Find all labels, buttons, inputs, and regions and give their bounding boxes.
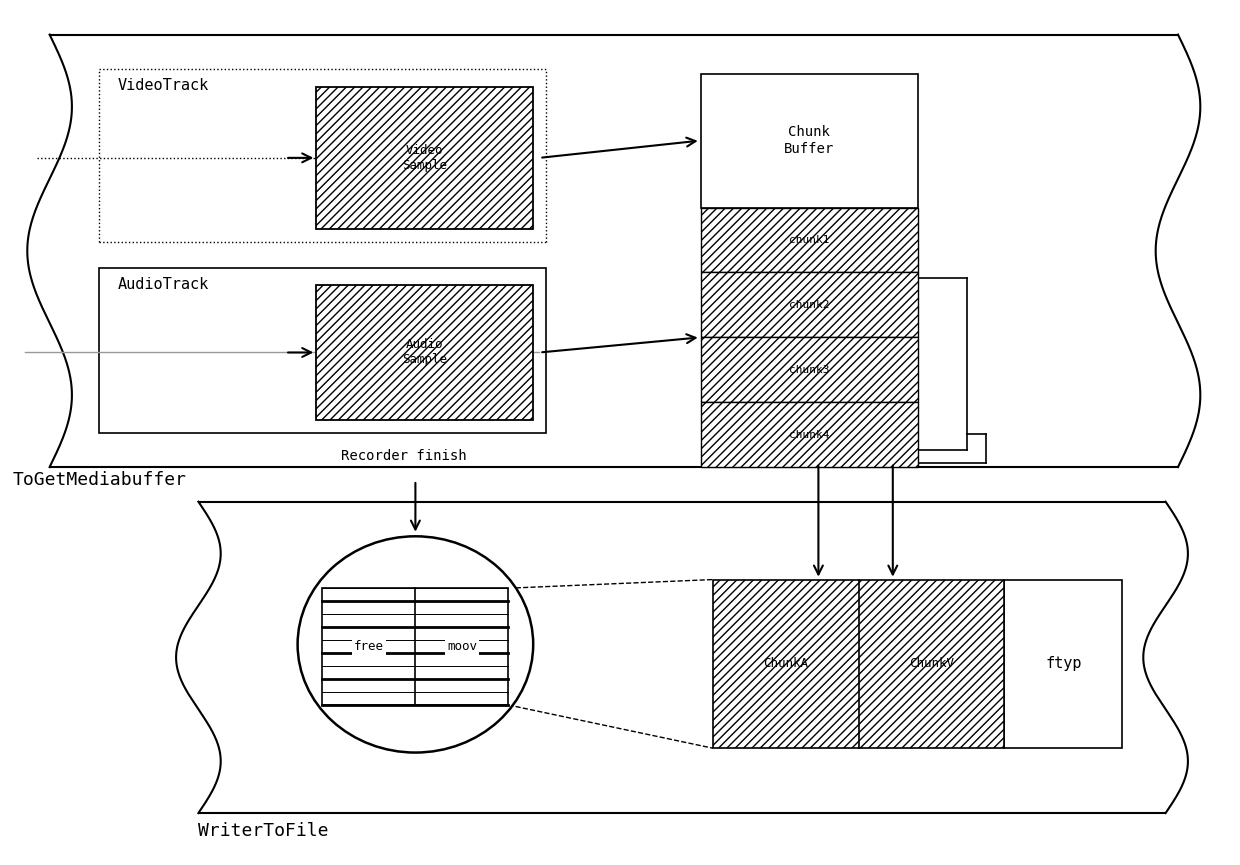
Bar bbox=[713, 580, 1004, 748]
Bar bbox=[701, 74, 918, 208]
Text: VideoTrack: VideoTrack bbox=[118, 78, 210, 93]
Bar bbox=[701, 208, 918, 272]
Bar bbox=[316, 86, 533, 229]
Text: ChunkA: ChunkA bbox=[764, 657, 808, 670]
Text: chunk4: chunk4 bbox=[789, 430, 830, 439]
Bar bbox=[701, 402, 918, 467]
Text: free: free bbox=[353, 640, 384, 653]
Text: ChunkV: ChunkV bbox=[909, 657, 954, 670]
Bar bbox=[701, 272, 918, 337]
Text: AudioTrack: AudioTrack bbox=[118, 277, 210, 292]
Text: Recorder finish: Recorder finish bbox=[341, 449, 466, 463]
Text: moov: moov bbox=[446, 640, 477, 653]
Bar bbox=[701, 337, 918, 402]
Ellipse shape bbox=[298, 536, 533, 753]
Text: ftyp: ftyp bbox=[1045, 657, 1081, 671]
Text: Video
Sample: Video Sample bbox=[402, 144, 448, 172]
Text: Audio
Sample: Audio Sample bbox=[402, 338, 448, 367]
Text: chunk3: chunk3 bbox=[789, 365, 830, 375]
Text: chunk1: chunk1 bbox=[789, 235, 830, 245]
Bar bbox=[1004, 580, 1122, 748]
Text: Chunk
Buffer: Chunk Buffer bbox=[784, 125, 835, 156]
Text: chunk2: chunk2 bbox=[789, 300, 830, 310]
Bar bbox=[322, 588, 508, 705]
Text: ToGetMediabuffer: ToGetMediabuffer bbox=[12, 471, 186, 490]
Text: WriterToFile: WriterToFile bbox=[198, 822, 329, 840]
Bar bbox=[316, 285, 533, 420]
Bar bbox=[99, 268, 546, 432]
